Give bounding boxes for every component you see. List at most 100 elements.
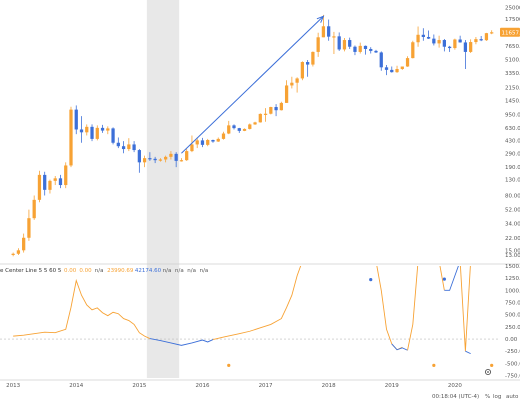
price-tick-label: 7650.00 [505,44,520,50]
candle-body [54,178,57,181]
candle-body [75,110,78,130]
candle-body [211,140,214,142]
candle-body [159,159,162,160]
candle-body [64,165,67,185]
candle-body [264,114,267,115]
candle-body [232,125,235,128]
candle-body [295,78,298,82]
candle-body [243,129,246,131]
candle-body [343,40,346,49]
candle-body [464,42,467,51]
candle-body [59,178,62,185]
price-tick-label: 25000.00 [505,5,520,11]
indicator-legend-value: n/a [163,268,172,274]
time-axis-label: 2018 [322,383,336,389]
footer-auto[interactable]: auto [506,394,519,400]
candle-body [259,114,262,122]
osc-tick-label: 750.00 [505,301,520,307]
candle-body [274,107,277,110]
candle-body [359,46,362,52]
candle-body [374,51,377,53]
candle-body [101,128,104,131]
candle-body [38,175,41,200]
candle-body [127,144,130,149]
indicator-legend-value: 42174.60 [135,268,162,274]
candle-body [22,238,25,251]
candle-body [427,37,430,39]
price-tick-label: 3350.00 [505,71,520,77]
candle-body [437,40,440,43]
indicator-legend-value: 0.00 [79,268,92,274]
candle-body [301,62,304,78]
osc-tick-label: 1250.00 [505,276,520,282]
candle-body [290,83,293,86]
candle-body [401,67,404,69]
osc-tick-label: 500.00 [505,313,520,319]
price-tick-label: 5100.00 [505,57,520,63]
candle-body [311,52,314,65]
candle-body [474,39,477,42]
candle-body [306,62,309,65]
candle-body [48,181,51,190]
candle-body [338,36,341,49]
price-tick-label: 290.00 [505,151,520,157]
candle-body [154,159,157,160]
candle-body [317,37,320,52]
candle-body [422,35,425,37]
candle-body [185,151,188,160]
shaded-region [147,0,179,378]
candle-body [432,39,435,44]
price-tick-label: 52.00 [505,208,520,214]
candle-body [480,39,483,40]
oscillator-marker [369,278,372,281]
candle-body [369,49,372,51]
oscillator-marker [443,278,446,281]
candle-body [459,40,462,43]
price-tick-label: 430.00 [505,138,520,144]
price-tick-label: 2150.00 [505,86,520,92]
price-badge-text: 11657.00 [502,30,520,36]
candle-body [222,134,225,139]
indicator-legend-value: n/a [95,268,104,274]
candle-body [90,127,93,139]
price-tick-label: 15.00 [505,248,520,254]
indicator-legend-value: 0.00 [64,268,77,274]
candle-body [196,140,199,144]
candle-body [143,158,146,162]
osc-tick-label: -250.00 [505,349,520,355]
indicator-legend-value: n/a [200,268,209,274]
candle-body [490,32,493,33]
candle-body [27,218,30,238]
time-axis-label: 2014 [69,383,83,389]
candle-body [111,128,114,142]
candle-body [348,40,351,47]
time-axis-label: 2013 [6,383,20,389]
candle-body [138,150,141,162]
candle-body [332,36,335,37]
price-tick-label: 630.00 [505,126,520,132]
candle-body [253,122,256,124]
candle-body [169,154,172,157]
price-tick-label: 130.00 [505,178,520,184]
osc-tick-label: 1500.00 [505,264,520,270]
candle-body [322,26,325,37]
price-tick-label: 17500.00 [505,17,520,23]
indicator-legend-value: n/a [175,268,184,274]
osc-tick-label: 250.00 [505,325,520,331]
candle-body [117,143,120,146]
price-tick-label: 34.00 [505,222,520,228]
osc-tick-label: -500.00 [505,361,520,367]
candle-body [238,128,241,131]
osc-tick-label: 1000.00 [505,288,520,294]
candle-body [85,127,88,132]
candle-body [395,69,398,72]
oscillator-marker [227,364,230,367]
candle-body [406,58,409,66]
footer-percent[interactable]: % [485,394,490,400]
candle-body [132,144,135,150]
price-tick-label: 190.00 [505,165,520,171]
footer-log[interactable]: log [493,394,501,400]
candle-body [43,175,46,190]
